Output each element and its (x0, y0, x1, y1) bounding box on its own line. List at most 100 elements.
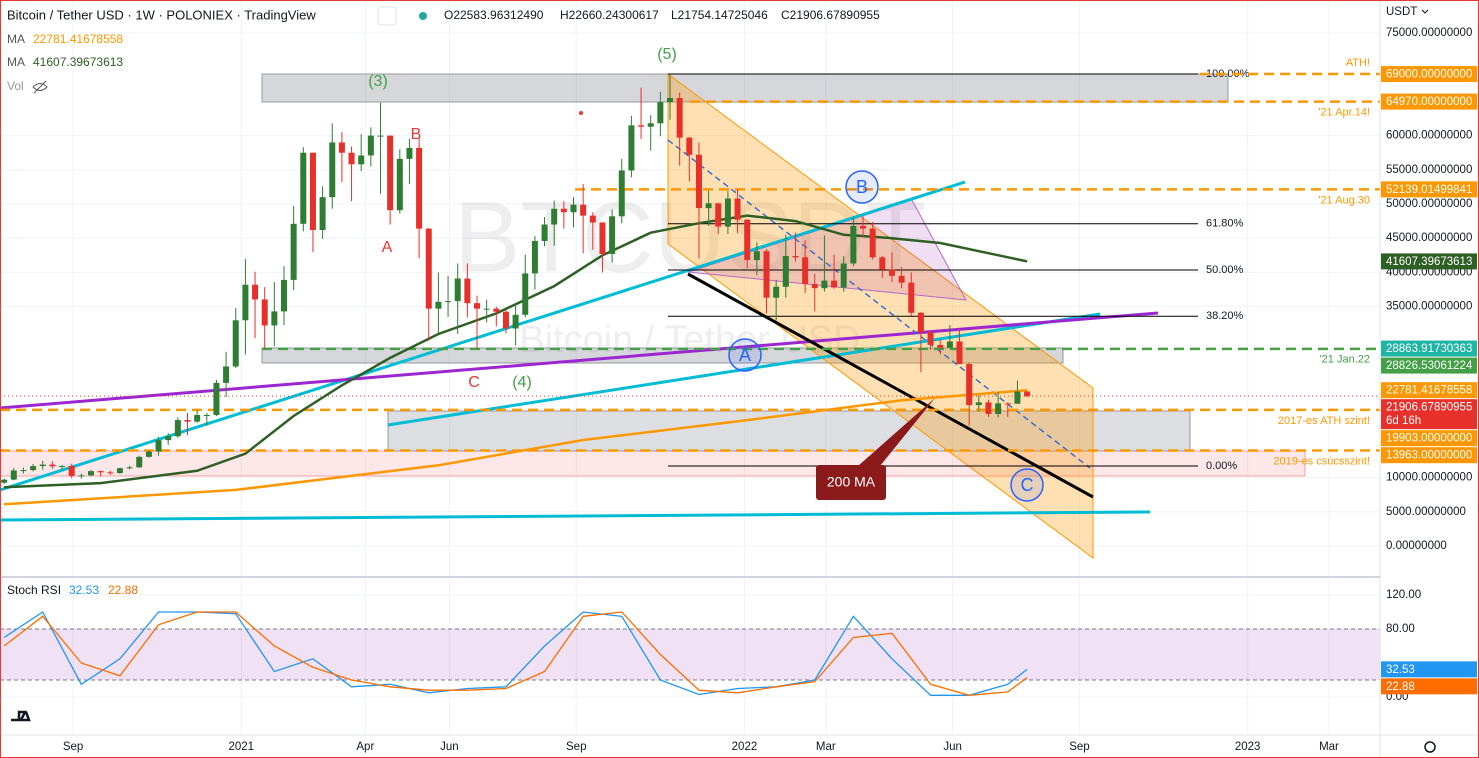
candle-body (425, 228, 432, 309)
price-tag (1381, 340, 1477, 357)
moving-average (4, 214, 1028, 489)
candle-body (628, 125, 635, 171)
ohlc-high: H22660.24300617 (560, 8, 659, 22)
candle-body (686, 137, 693, 155)
price-tag-label: 22.88 (1386, 681, 1415, 693)
header: Bitcoin / Tether USD · 1W · POLONIEX · T… (7, 6, 880, 94)
candle-body (290, 223, 297, 280)
candle-body (348, 152, 355, 165)
price-tag (1381, 357, 1477, 374)
candle-body (271, 311, 278, 326)
watermark-name: Bitcoin / Tether USD (519, 319, 860, 361)
candle-body (10, 470, 17, 480)
candle-body (358, 155, 365, 165)
candle-body (242, 284, 249, 321)
pink-zone (0, 450, 1306, 477)
candle-body (522, 273, 529, 315)
candle-body (39, 464, 46, 467)
candle-body (454, 278, 461, 302)
candle-body (319, 197, 326, 230)
wave-label: C (468, 374, 480, 391)
stoch-tick-label: 80.00 (1386, 623, 1415, 635)
price-tag (1381, 253, 1477, 270)
price-tag (1381, 93, 1477, 110)
y-tick-label: 55000.00000000 (1386, 164, 1472, 176)
fib-label: 38.20% (1206, 310, 1244, 322)
price-tag-label: 21906.67890955 (1386, 402, 1472, 414)
ma-value: 41607.39673613 (33, 55, 123, 69)
logo (11, 710, 31, 722)
candle-body (223, 366, 230, 383)
volume-label: Vol (7, 79, 24, 93)
price-tag-label: 32.53 (1386, 664, 1415, 676)
price-tag-label: 64970.00000000 (1386, 96, 1472, 108)
wave-label: A (382, 239, 393, 256)
candle-body (213, 382, 220, 416)
candle-body (570, 204, 577, 213)
candle-body (126, 467, 133, 469)
candle-body (860, 225, 867, 229)
candle-body (232, 320, 239, 367)
candle-body (59, 465, 66, 467)
stoch-legend-value: 32.53 (69, 583, 99, 597)
candle-body (734, 198, 741, 220)
candle-body (87, 471, 94, 476)
unit-label: USDT (1386, 6, 1417, 18)
marker-dot (579, 111, 583, 115)
candle-body (531, 240, 538, 274)
gray-zone (387, 410, 1191, 452)
candle-body (116, 468, 123, 474)
wave-circle-label: B (856, 177, 868, 197)
flag-button[interactable] (377, 6, 397, 26)
candle-body (985, 402, 992, 414)
grid (0, 0, 1380, 735)
price-tag (1381, 66, 1477, 83)
candle-body (831, 280, 838, 288)
candle-body (647, 123, 654, 127)
x-tick-label: Sep (63, 741, 83, 753)
y-tick-label: 35000.00000000 (1386, 301, 1472, 313)
candle-body (68, 465, 75, 476)
stoch-line (3, 611, 1028, 696)
level-note: '21 Jan.22 (1320, 354, 1370, 366)
hidden-icon[interactable] (32, 80, 48, 94)
x-tick-label: Jun (440, 741, 459, 753)
callout-pointer (858, 398, 935, 466)
candle-body (280, 279, 287, 312)
y-tick-label: 60000.00000000 (1386, 130, 1472, 142)
path-line (667, 139, 1091, 469)
x-tick-label: Mar (1319, 741, 1339, 753)
candle-body (705, 203, 712, 209)
candle-body (406, 147, 413, 159)
settings-icon[interactable] (1424, 741, 1436, 753)
candle-body (155, 440, 162, 452)
price-tag-label: 28863.91730363 (1386, 343, 1472, 355)
price-tag-label: 41607.39673613 (1386, 256, 1472, 268)
fib-label: 50.00% (1206, 264, 1244, 276)
candle-body (657, 102, 664, 124)
candle-body (97, 471, 104, 473)
price-tag-label: 52139.01499841 (1386, 184, 1472, 196)
ma-name: MA (7, 32, 25, 46)
stoch-pane: 32.53 22.88 Stoch RSI (0, 583, 1380, 696)
candle-body (560, 208, 567, 213)
level-note: '21 Apr.14! (1318, 107, 1370, 119)
price-tag (1381, 447, 1477, 464)
candle-body (367, 135, 374, 156)
candle-body (145, 451, 152, 457)
price-tag (1381, 181, 1477, 198)
wave-circle-label: C (1021, 475, 1034, 495)
price-tag-label: 69000.00000000 (1386, 69, 1472, 81)
y-tick-label: 0.00000000 (1386, 540, 1447, 552)
candle-body (512, 314, 519, 329)
y-tick-label: 75000.00000000 (1386, 27, 1472, 39)
stoch-legend-value: 22.88 (108, 583, 138, 597)
price-tag-label: 22781.41678558 (1386, 385, 1472, 397)
wave-circle (1010, 468, 1044, 502)
candle-body (715, 203, 722, 227)
x-tick-label: Jun (943, 741, 962, 753)
wave-label: (4) (512, 374, 532, 391)
ohlc-close: C21906.67890955 (781, 8, 880, 22)
